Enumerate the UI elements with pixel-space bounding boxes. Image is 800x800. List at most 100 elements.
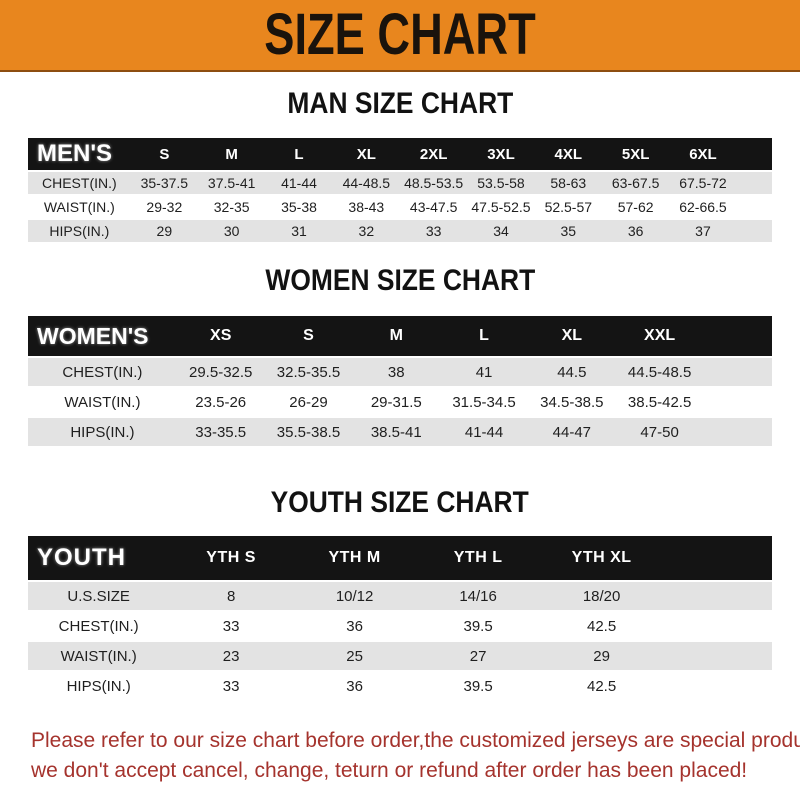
size-cell: 29 xyxy=(539,642,664,670)
row-filler-cell xyxy=(663,642,772,670)
size-cell: 39.5 xyxy=(416,612,540,640)
row-label: CHEST(IN.) xyxy=(28,358,177,386)
men-table-row-waist-in: WAIST(IN.) 29-32 32-35 35-38 38-43 43-47.5 47.… xyxy=(28,196,772,218)
youth-section: YOUTH SIZE CHART YOUTH YTH S YTH M YTH L YTH… xyxy=(0,488,800,702)
women-table-title-cell: WOMEN'S xyxy=(28,316,177,356)
size-cell: 29-31.5 xyxy=(352,388,441,416)
youth-size-header-2: YTH L xyxy=(416,536,540,580)
size-cell: 38-43 xyxy=(332,196,400,218)
size-cell: 34.5-38.5 xyxy=(527,388,616,416)
banner-title: SIZE CHART xyxy=(264,2,536,67)
men-size-header-4: 2XL xyxy=(399,138,468,170)
row-label: WAIST(IN.) xyxy=(28,388,177,416)
women-section: WOMEN SIZE CHART WOMEN'S XS S M L XL XXL CHEST(… xyxy=(0,266,800,448)
men-size-header-3: XL xyxy=(332,138,400,170)
women-size-header-0: XS xyxy=(176,316,265,356)
women-size-table: WOMEN'S XS S M L XL XXL CHEST(IN.) 29.5-32.5 32.5… xyxy=(28,314,772,448)
row-label: U.S.SIZE xyxy=(28,582,170,610)
note-line-1: Please refer to our size chart before or… xyxy=(31,729,800,752)
size-cell: 35.5-38.5 xyxy=(264,418,353,446)
size-cell: 25 xyxy=(292,642,417,670)
size-cell: 43-47.5 xyxy=(399,196,468,218)
size-cell: 33 xyxy=(169,612,293,640)
men-table-row-hips-in: HIPS(IN.) 29 30 31 32 33 34 35 36 37 xyxy=(28,220,772,242)
women-table-header-row: WOMEN'S XS S M L XL XXL xyxy=(28,316,772,356)
men-section-heading: MAN SIZE CHART xyxy=(0,89,800,119)
size-cell: 47-50 xyxy=(615,418,704,446)
row-label: CHEST(IN.) xyxy=(28,612,170,640)
row-label: WAIST(IN.) xyxy=(28,642,170,670)
women-section-heading: WOMEN SIZE CHART xyxy=(0,266,800,296)
size-cell: 41 xyxy=(440,358,528,386)
size-cell: 52.5-57 xyxy=(534,196,602,218)
row-filler-cell xyxy=(703,388,772,416)
size-cell: 62-66.5 xyxy=(669,196,737,218)
youth-table-row-waist-in: WAIST(IN.) 23 25 27 29 xyxy=(28,642,772,670)
men-table-row-chest-in: CHEST(IN.) 35-37.5 37.5-41 41-44 44-48.5 48.5… xyxy=(28,172,772,194)
row-filler-cell xyxy=(703,358,772,386)
youth-table-row-hips-in: HIPS(IN.) 33 36 39.5 42.5 xyxy=(28,672,772,700)
row-filler-cell xyxy=(663,672,772,700)
size-cell: 8 xyxy=(169,582,293,610)
men-size-header-7: 5XL xyxy=(601,138,670,170)
women-heading-text: WOMEN SIZE CHART xyxy=(265,264,535,297)
youth-table-row-u-s-size: U.S.SIZE 8 10/12 14/16 18/20 xyxy=(28,582,772,610)
size-cell: 58-63 xyxy=(534,172,602,194)
size-cell: 27 xyxy=(416,642,540,670)
size-cell: 29.5-32.5 xyxy=(176,358,265,386)
youth-size-header-3: YTH XL xyxy=(539,536,664,580)
size-cell: 32 xyxy=(332,220,400,242)
youth-size-table: YOUTH YTH S YTH M YTH L YTH XL U.S.SIZE 8 10/12… xyxy=(28,534,772,702)
youth-size-header-0: YTH S xyxy=(169,536,293,580)
size-cell: 18/20 xyxy=(539,582,664,610)
youth-table-row-chest-in: CHEST(IN.) 33 36 39.5 42.5 xyxy=(28,612,772,640)
size-cell: 42.5 xyxy=(539,612,664,640)
women-size-header-3: L xyxy=(440,316,528,356)
men-size-header-8: 6XL xyxy=(669,138,737,170)
size-cell: 31.5-34.5 xyxy=(440,388,528,416)
size-cell: 44.5 xyxy=(527,358,616,386)
men-table-title-cell: MEN'S xyxy=(28,138,131,170)
row-label: HIPS(IN.) xyxy=(28,672,170,700)
size-cell: 29 xyxy=(130,220,198,242)
size-cell: 38.5-42.5 xyxy=(615,388,704,416)
women-header-filler-cell xyxy=(703,316,772,356)
size-cell: 34 xyxy=(467,220,535,242)
size-cell: 33 xyxy=(399,220,468,242)
women-size-header-1: S xyxy=(264,316,353,356)
size-cell: 23 xyxy=(169,642,293,670)
size-cell: 32-35 xyxy=(198,196,266,218)
row-filler-cell xyxy=(663,582,772,610)
men-header-filler-cell xyxy=(736,138,772,170)
size-cell: 38.5-41 xyxy=(352,418,441,446)
row-label: HIPS(IN.) xyxy=(28,418,177,446)
size-cell: 44-48.5 xyxy=(332,172,400,194)
youth-table-title-cell: YOUTH xyxy=(28,536,170,580)
size-cell: 29-32 xyxy=(130,196,198,218)
size-cell: 30 xyxy=(198,220,266,242)
row-label: HIPS(IN.) xyxy=(28,220,131,242)
women-table-row-chest-in: CHEST(IN.) 29.5-32.5 32.5-35.5 38 41 44.5 44.5… xyxy=(28,358,772,386)
men-size-header-6: 4XL xyxy=(534,138,602,170)
youth-table-header-row: YOUTH YTH S YTH M YTH L YTH XL xyxy=(28,536,772,580)
youth-size-header-1: YTH M xyxy=(292,536,417,580)
row-filler-cell xyxy=(736,220,772,242)
order-disclaimer-note: Please refer to our size chart before or… xyxy=(0,726,800,786)
size-cell: 37 xyxy=(669,220,737,242)
size-cell: 31 xyxy=(265,220,333,242)
men-section: MAN SIZE CHART MEN'S S M L XL 2XL 3XL 4XL 5XL 6XL… xyxy=(0,89,800,244)
women-table-row-waist-in: WAIST(IN.) 23.5-26 26-29 29-31.5 31.5-34.5 34… xyxy=(28,388,772,416)
youth-section-heading: YOUTH SIZE CHART xyxy=(0,488,800,518)
size-cell: 48.5-53.5 xyxy=(399,172,468,194)
note-line-2: we don't accept cancel, change, teturn o… xyxy=(31,759,748,782)
men-heading-text: MAN SIZE CHART xyxy=(287,87,513,120)
row-filler-cell xyxy=(703,418,772,446)
women-size-header-4: XL xyxy=(527,316,616,356)
youth-heading-text: YOUTH SIZE CHART xyxy=(270,486,530,519)
row-label: CHEST(IN.) xyxy=(28,172,131,194)
size-cell: 26-29 xyxy=(264,388,353,416)
size-cell: 63-67.5 xyxy=(601,172,670,194)
size-cell: 41-44 xyxy=(440,418,528,446)
youth-header-filler-cell xyxy=(663,536,772,580)
men-size-header-1: M xyxy=(198,138,266,170)
